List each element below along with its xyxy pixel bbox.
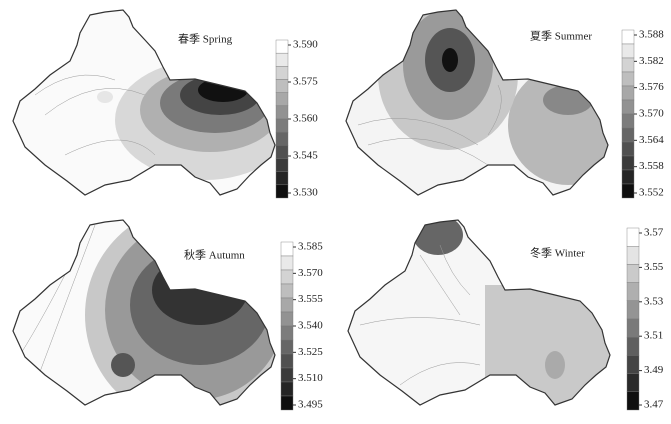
colorbar-label: 3.510: [298, 372, 323, 384]
panel-title: 冬季 Winter: [530, 246, 585, 260]
colorbar-band: [626, 373, 640, 393]
map-spring: [12, 9, 276, 196]
colorbar-label: 3.57: [644, 227, 664, 239]
colorbar-label: 3.590: [293, 39, 318, 51]
colorbar-label: 3.53: [644, 295, 664, 307]
colorbar-band: [621, 169, 635, 185]
colorbar-band: [280, 283, 294, 299]
panel-title: 春季 Spring: [178, 33, 233, 46]
colorbar-label: 3.51: [644, 330, 663, 342]
colorbar-band: [280, 269, 294, 285]
colorbar-band: [280, 297, 294, 313]
colorbar-label: 3.576: [639, 81, 664, 93]
colorbar-band: [275, 158, 289, 172]
colorbar-label: 3.588: [639, 29, 664, 41]
colorbar-band: [621, 71, 635, 87]
colorbar-label: 3.560: [293, 113, 318, 125]
colorbar-band: [626, 300, 640, 320]
colorbar-band: [621, 113, 635, 129]
colorbar-band: [275, 105, 289, 120]
colorbar-band: [275, 184, 289, 199]
colorbar-band: [626, 391, 640, 411]
colorbar-band: [275, 118, 289, 133]
colorbar-band: [621, 85, 635, 101]
colorbar-band: [621, 141, 635, 157]
colorbar-label: 3.558: [639, 160, 664, 172]
panel-title: 夏季 Summer: [530, 30, 592, 43]
colorbar-band: [280, 325, 294, 341]
colorbar-band: [280, 339, 294, 355]
colorbar-band: [621, 155, 635, 171]
colorbar-label: 3.47: [644, 399, 664, 411]
colorbar-band: [621, 99, 635, 115]
colorbar-label: 3.582: [639, 55, 664, 67]
colorbar-band: [621, 43, 635, 59]
colorbar-label: 3.555: [298, 293, 323, 305]
colorbar-band: [621, 29, 635, 45]
colorbar-band: [621, 183, 635, 199]
colorbar-band: [280, 395, 294, 411]
colorbar-label: 3.585: [298, 241, 323, 253]
colorbar-label: 3.525: [298, 346, 323, 358]
colorbar-label: 3.570: [639, 108, 664, 120]
map-winter: [347, 219, 611, 406]
colorbar-band: [626, 282, 640, 302]
colorbar-band: [280, 311, 294, 327]
map-autumn: [12, 219, 276, 406]
colorbar-label: 3.55: [644, 261, 664, 273]
colorbar-band: [280, 353, 294, 369]
colorbar-band: [626, 337, 640, 356]
colorbar-band: [626, 245, 640, 265]
colorbar-band: [275, 171, 289, 186]
colorbar-band: [275, 145, 289, 159]
colorbar-band: [621, 57, 635, 73]
colorbar-label: 3.540: [298, 320, 323, 332]
colorbar-band: [280, 367, 294, 383]
colorbar-label: 3.552: [639, 187, 664, 199]
colorbar-label: 3.495: [298, 399, 323, 411]
colorbar-band: [275, 79, 289, 93]
panel-title: 秋季 Autumn: [184, 248, 245, 262]
colorbar-label: 3.530: [293, 187, 318, 199]
colorbar-band: [626, 227, 640, 247]
colorbar-label: 3.564: [639, 134, 664, 146]
colorbar-band: [275, 131, 289, 146]
colorbar-band: [626, 355, 640, 374]
colorbar-band: [275, 39, 289, 54]
colorbar-band: [280, 255, 294, 271]
colorbar-band: [280, 241, 294, 257]
colorbar-label: 3.570: [298, 267, 323, 279]
colorbar-label: 3.545: [293, 150, 318, 162]
colorbar-band: [621, 127, 635, 143]
colorbar-band: [275, 92, 289, 107]
colorbar-band: [280, 381, 294, 397]
colorbar-band: [626, 318, 640, 338]
colorbar-band: [275, 66, 289, 80]
colorbar-label: 3.575: [293, 76, 318, 88]
colorbar-band: [626, 264, 640, 283]
colorbar-label: 3.49: [644, 364, 664, 376]
colorbar-band: [275, 52, 289, 67]
